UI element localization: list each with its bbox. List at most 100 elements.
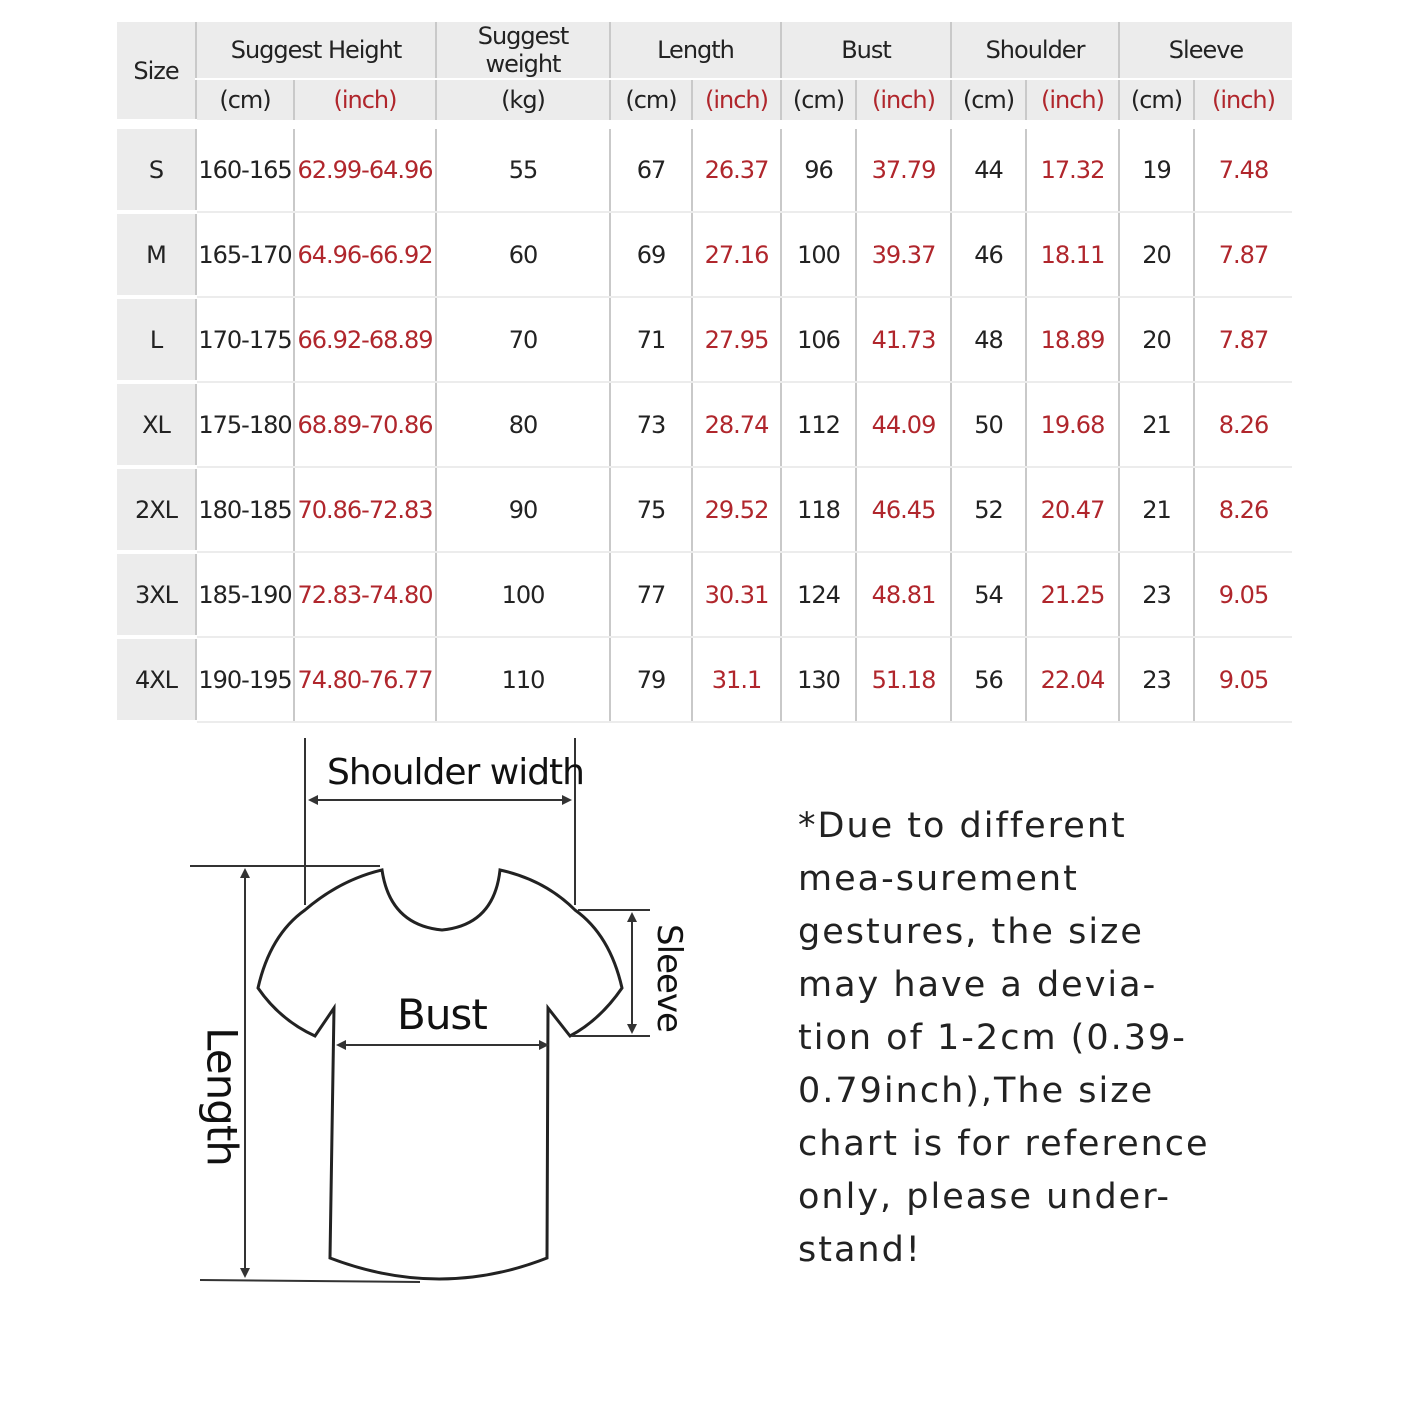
value-cell: 21 <box>1118 467 1194 553</box>
size-cell: 2XL <box>117 467 196 554</box>
value-cell: 73 <box>609 382 692 468</box>
header-length: Length <box>609 22 781 80</box>
sleeve-label: Sleeve <box>649 924 689 1032</box>
value-cell: 20.47 <box>1025 467 1119 553</box>
value-cell: 66.92-68.89 <box>293 297 436 383</box>
value-cell: 100 <box>435 552 610 638</box>
table-row: S 160-165 62.99-64.96 55 67 26.37 96 37.79 44 17.… <box>117 129 1292 214</box>
value-cell: 75 <box>609 467 692 553</box>
value-cell: 77 <box>609 552 692 638</box>
value-cell: 50 <box>950 382 1026 468</box>
value-cell: 165-170 <box>195 212 294 298</box>
value-cell: 39.37 <box>855 212 951 298</box>
value-cell: 67 <box>609 129 692 213</box>
value-cell: 48.81 <box>855 552 951 638</box>
header-shoulder: Shoulder <box>950 22 1119 80</box>
value-cell: 68.89-70.86 <box>293 382 436 468</box>
value-cell: 44 <box>950 129 1026 213</box>
unit-inch: (inch) <box>1025 79 1119 120</box>
value-cell: 18.89 <box>1025 297 1119 383</box>
value-cell: 51.18 <box>855 637 951 723</box>
header-size: Size <box>117 22 196 121</box>
header-height: Suggest Height <box>195 22 436 80</box>
size-cell: S <box>117 129 196 214</box>
table-row: M 165-170 64.96-66.92 60 69 27.16 100 39.37 46 18… <box>117 212 1292 299</box>
unit-cm: (cm) <box>609 79 692 120</box>
size-cell: 3XL <box>117 552 196 639</box>
table-row: 2XL 180-185 70.86-72.83 90 75 29.52 118 46.45 52… <box>117 467 1292 554</box>
value-cell: 100 <box>780 212 856 298</box>
header-sleeve: Sleeve <box>1118 22 1292 80</box>
value-cell: 41.73 <box>855 297 951 383</box>
value-cell: 19 <box>1118 129 1194 213</box>
value-cell: 9.05 <box>1193 552 1292 638</box>
value-cell: 23 <box>1118 552 1194 638</box>
value-cell: 79 <box>609 637 692 723</box>
tshirt-diagram <box>190 738 650 1283</box>
tshirt-outline <box>256 868 624 1281</box>
table-row: 4XL 190-195 74.80-76.77 110 79 31.1 130 51.18 56… <box>117 637 1292 724</box>
unit-cm: (cm) <box>950 79 1026 120</box>
size-cell: M <box>117 212 196 299</box>
value-cell: 170-175 <box>195 297 294 383</box>
length-label: Length <box>197 1027 247 1166</box>
value-cell: 70.86-72.83 <box>293 467 436 553</box>
unit-kg: (kg) <box>435 79 610 120</box>
value-cell: 7.48 <box>1193 129 1292 213</box>
value-cell: 64.96-66.92 <box>293 212 436 298</box>
value-cell: 130 <box>780 637 856 723</box>
header-bust: Bust <box>780 22 951 80</box>
value-cell: 70 <box>435 297 610 383</box>
value-cell: 7.87 <box>1193 297 1292 383</box>
value-cell: 27.95 <box>691 297 781 383</box>
value-cell: 17.32 <box>1025 129 1119 213</box>
value-cell: 175-180 <box>195 382 294 468</box>
bust-label: Bust <box>397 990 488 1039</box>
value-cell: 74.80-76.77 <box>293 637 436 723</box>
size-cell: 4XL <box>117 637 196 724</box>
value-cell: 26.37 <box>691 129 781 213</box>
value-cell: 48 <box>950 297 1026 383</box>
value-cell: 96 <box>780 129 856 213</box>
value-cell: 31.1 <box>691 637 781 723</box>
value-cell: 106 <box>780 297 856 383</box>
value-cell: 54 <box>950 552 1026 638</box>
value-cell: 69 <box>609 212 692 298</box>
value-cell: 8.26 <box>1193 467 1292 553</box>
value-cell: 124 <box>780 552 856 638</box>
value-cell: 118 <box>780 467 856 553</box>
value-cell: 29.52 <box>691 467 781 553</box>
value-cell: 90 <box>435 467 610 553</box>
unit-inch: (inch) <box>855 79 951 120</box>
measurement-note: *Due to different mea-surement gestures,… <box>798 806 1210 1270</box>
value-cell: 28.74 <box>691 382 781 468</box>
value-cell: 8.26 <box>1193 382 1292 468</box>
value-cell: 190-195 <box>195 637 294 723</box>
table-row: L 170-175 66.92-68.89 70 71 27.95 106 41.73 48 18… <box>117 297 1292 384</box>
value-cell: 27.16 <box>691 212 781 298</box>
value-cell: 9.05 <box>1193 637 1292 723</box>
value-cell: 80 <box>435 382 610 468</box>
value-cell: 21.25 <box>1025 552 1119 638</box>
value-cell: 160-165 <box>195 129 294 213</box>
arrow-heads <box>240 795 637 1278</box>
header-weight: Suggest weight <box>435 22 610 80</box>
value-cell: 56 <box>950 637 1026 723</box>
unit-inch: (inch) <box>1193 79 1292 120</box>
value-cell: 18.11 <box>1025 212 1119 298</box>
value-cell: 7.87 <box>1193 212 1292 298</box>
value-cell: 21 <box>1118 382 1194 468</box>
value-cell: 180-185 <box>195 467 294 553</box>
unit-cm: (cm) <box>780 79 856 120</box>
size-cell: L <box>117 297 196 384</box>
size-cell: XL <box>117 382 196 469</box>
table-row: XL 175-180 68.89-70.86 80 73 28.74 112 44.09 50 1… <box>117 382 1292 469</box>
value-cell: 72.83-74.80 <box>293 552 436 638</box>
value-cell: 185-190 <box>195 552 294 638</box>
value-cell: 62.99-64.96 <box>293 129 436 213</box>
unit-cm: (cm) <box>195 79 294 120</box>
value-cell: 112 <box>780 382 856 468</box>
value-cell: 110 <box>435 637 610 723</box>
value-cell: 46 <box>950 212 1026 298</box>
value-cell: 52 <box>950 467 1026 553</box>
